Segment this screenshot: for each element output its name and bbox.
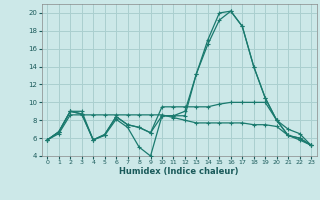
X-axis label: Humidex (Indice chaleur): Humidex (Indice chaleur): [119, 167, 239, 176]
